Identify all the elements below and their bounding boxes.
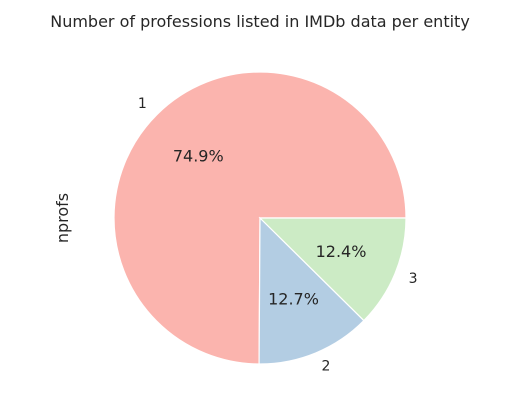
y-axis-label: nprofs [53,193,72,243]
slice-percent-label-1: 74.9% [173,146,224,165]
slice-category-label-2: 2 [321,358,330,374]
slice-percent-label-2: 12.7% [268,289,319,308]
slice-category-label-3: 3 [409,271,418,287]
pie-slices [114,72,406,364]
chart-title: Number of professions listed in IMDb dat… [50,12,470,31]
slice-category-label-1: 1 [138,96,147,112]
slice-percent-label-3: 12.4% [316,242,367,261]
